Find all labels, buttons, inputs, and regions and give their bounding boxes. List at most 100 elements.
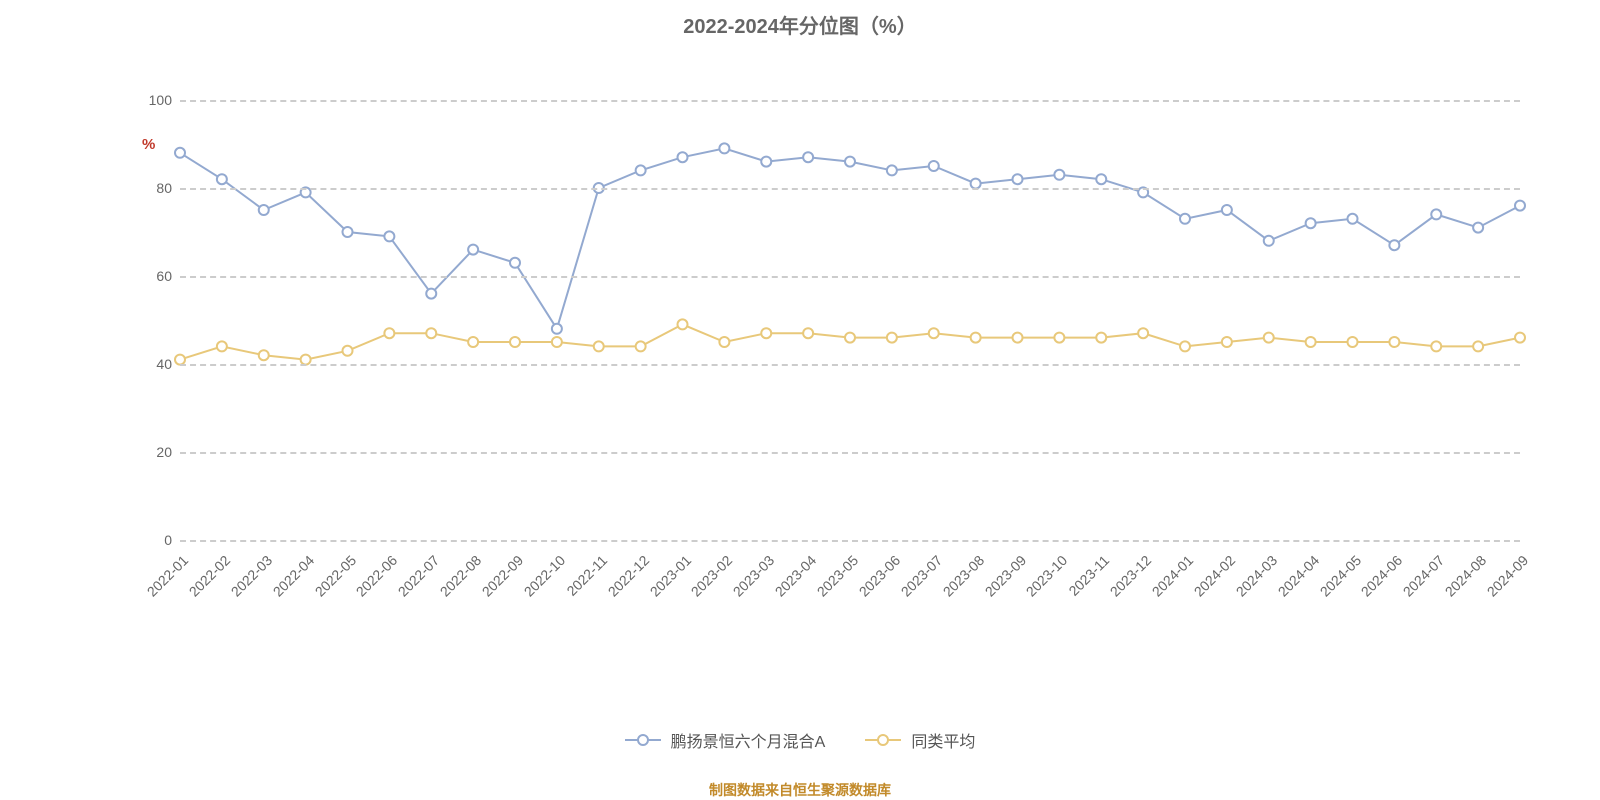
x-tick-label: 2024-01	[1149, 552, 1197, 600]
x-tick-label: 2024-04	[1274, 552, 1322, 600]
data-point	[636, 165, 646, 175]
y-tick-label: 20	[156, 444, 172, 460]
x-tick-label: 2023-09	[981, 552, 1029, 600]
x-tick-label: 2022-03	[227, 552, 275, 600]
data-point	[1473, 341, 1483, 351]
data-point	[1096, 174, 1106, 184]
data-point	[343, 346, 353, 356]
data-point	[552, 337, 562, 347]
data-point	[887, 333, 897, 343]
y-tick-label: 80	[156, 180, 172, 196]
x-tick-label: 2024-07	[1400, 552, 1448, 600]
data-point	[1431, 209, 1441, 219]
x-tick-label: 2022-08	[437, 552, 485, 600]
data-point	[1306, 337, 1316, 347]
data-point	[1431, 341, 1441, 351]
data-point	[761, 157, 771, 167]
y-tick-label: 60	[156, 268, 172, 284]
x-tick-label: 2024-03	[1232, 552, 1280, 600]
data-point	[259, 350, 269, 360]
data-point	[719, 337, 729, 347]
data-point	[343, 227, 353, 237]
x-tick-label: 2022-09	[479, 552, 527, 600]
data-point	[1348, 337, 1358, 347]
data-point	[678, 152, 688, 162]
data-point	[1389, 240, 1399, 250]
x-tick-label: 2022-01	[144, 552, 192, 600]
x-tick-label: 2023-10	[1023, 552, 1071, 600]
data-point	[1222, 205, 1232, 215]
data-point	[1264, 333, 1274, 343]
data-point	[1054, 170, 1064, 180]
data-point	[175, 148, 185, 158]
data-point	[1180, 341, 1190, 351]
gridline	[180, 452, 1520, 454]
x-tick-label: 2022-12	[604, 552, 652, 600]
series-lines	[180, 100, 1520, 540]
data-point	[552, 324, 562, 334]
legend-swatch	[865, 732, 901, 748]
x-tick-label: 2024-05	[1316, 552, 1364, 600]
x-tick-label: 2022-06	[353, 552, 401, 600]
gridline	[180, 364, 1520, 366]
data-point	[1222, 337, 1232, 347]
data-point	[259, 205, 269, 215]
data-point	[1013, 333, 1023, 343]
plot-area: 0204060801002022-012022-022022-032022-04…	[180, 100, 1520, 540]
data-point	[845, 157, 855, 167]
data-point	[384, 231, 394, 241]
legend-item-0: 鹏扬景恒六个月混合A	[625, 728, 826, 752]
data-point	[845, 333, 855, 343]
legend-item-1: 同类平均	[865, 728, 975, 752]
data-point	[1348, 214, 1358, 224]
x-tick-label: 2023-11	[1066, 552, 1113, 599]
data-point	[929, 161, 939, 171]
chart-title: 2022-2024年分位图（%）	[0, 10, 1600, 39]
series-line-0	[180, 148, 1520, 328]
data-point	[678, 319, 688, 329]
data-point	[594, 341, 604, 351]
legend-label: 同类平均	[911, 728, 975, 752]
legend-marker-icon	[637, 734, 649, 746]
x-tick-label: 2023-12	[1107, 552, 1155, 600]
data-source-footnote: 制图数据来自恒生聚源数据库	[0, 780, 1600, 800]
x-tick-label: 2023-01	[646, 552, 694, 600]
gridline	[180, 276, 1520, 278]
y-tick-label: 100	[149, 92, 172, 108]
x-tick-label: 2022-11	[563, 552, 610, 599]
x-tick-label: 2023-07	[897, 552, 945, 600]
data-point	[1306, 218, 1316, 228]
legend-label: 鹏扬景恒六个月混合A	[671, 728, 826, 752]
legend-marker-icon	[877, 734, 889, 746]
data-point	[384, 328, 394, 338]
x-tick-label: 2022-07	[395, 552, 443, 600]
data-point	[719, 143, 729, 153]
x-tick-label: 2024-02	[1191, 552, 1239, 600]
data-point	[887, 165, 897, 175]
x-tick-label: 2023-08	[939, 552, 987, 600]
y-tick-label: 0	[164, 532, 172, 548]
gridline	[180, 540, 1520, 542]
percentile-chart: 2022-2024年分位图（%） % 0204060801002022-0120…	[0, 0, 1600, 800]
data-point	[1096, 333, 1106, 343]
data-point	[468, 337, 478, 347]
legend-swatch	[625, 732, 661, 748]
x-tick-label: 2023-02	[688, 552, 736, 600]
data-point	[803, 152, 813, 162]
data-point	[510, 258, 520, 268]
data-point	[1054, 333, 1064, 343]
y-axis-unit: %	[142, 136, 155, 153]
data-point	[761, 328, 771, 338]
data-point	[1473, 223, 1483, 233]
data-point	[1013, 174, 1023, 184]
data-point	[1515, 201, 1525, 211]
x-tick-label: 2023-03	[730, 552, 778, 600]
data-point	[510, 337, 520, 347]
data-point	[971, 333, 981, 343]
data-point	[1515, 333, 1525, 343]
data-point	[1180, 214, 1190, 224]
data-point	[468, 245, 478, 255]
legend: 鹏扬景恒六个月混合A 同类平均	[0, 728, 1600, 753]
data-point	[803, 328, 813, 338]
data-point	[426, 328, 436, 338]
